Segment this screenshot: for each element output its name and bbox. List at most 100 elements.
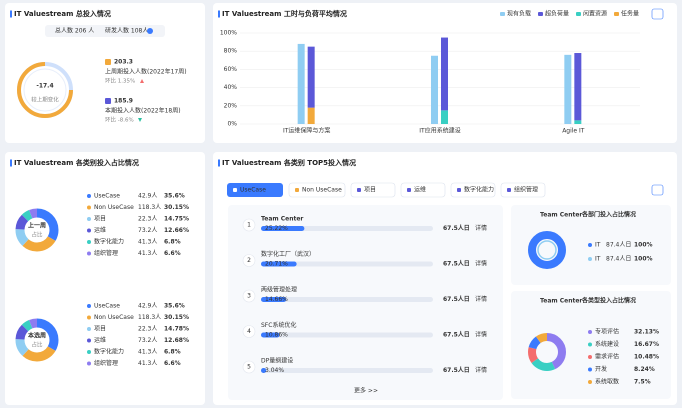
item-link[interactable]: 详情: [475, 331, 487, 339]
bar-track: [261, 297, 433, 302]
y-tick-label: 40%: [224, 84, 238, 91]
export-button[interactable]: [651, 8, 664, 20]
title-bar: [10, 10, 12, 18]
panel-title: IT Valuestream 工时与负荷平均情况: [222, 9, 347, 18]
legend-share: 6.6%: [164, 250, 181, 257]
title-bar: [10, 159, 12, 167]
legend-amount: 22.3人: [138, 216, 157, 223]
item-link[interactable]: 详情: [475, 295, 487, 303]
tab-icon: [357, 188, 361, 192]
legend-label: 任务量: [621, 10, 639, 18]
item-name: DP量纲建设: [261, 357, 293, 365]
item-link[interactable]: 详情: [475, 224, 487, 232]
legend-share: 8.24%: [634, 366, 655, 373]
legend-dot: [87, 315, 91, 320]
tab-label: UseCase: [240, 187, 266, 194]
legend-share: 12.68%: [164, 337, 189, 344]
legend-share: 100%: [634, 256, 653, 263]
rank: 3: [247, 293, 251, 300]
legend-amount: 118.3人: [138, 204, 161, 211]
legend-share: 100%: [634, 242, 653, 249]
tab-label: 项目: [364, 187, 376, 194]
donut-segment: [15, 208, 59, 252]
x-tick-label: IT应用系统建设: [419, 127, 460, 135]
rank: 1: [247, 222, 251, 229]
gauge-arc: [17, 62, 73, 118]
legend-name: 运维: [94, 336, 106, 344]
legend-label: 超负荷量: [545, 10, 569, 18]
donut-segment: [15, 318, 59, 362]
value-icon: [105, 59, 111, 65]
rank-badge: [242, 325, 256, 338]
overview-value: 185.9: [114, 98, 133, 105]
value-icon: [105, 98, 111, 104]
bar-track: [261, 368, 433, 373]
sub-title: 各类型投入占比情况: [581, 297, 636, 305]
legend-swatch: [576, 12, 581, 16]
item-name: 两级管理处理: [261, 286, 297, 294]
tab-icon: [407, 188, 411, 192]
bar: [431, 55, 438, 124]
tab[interactable]: [288, 182, 346, 198]
legend-dot: [87, 338, 91, 343]
legend-dot: [87, 194, 91, 198]
item-amount: 67.5人日: [443, 260, 470, 268]
tab-label: 组织管理: [514, 186, 538, 194]
tab-icon: [457, 188, 461, 192]
legend-dot: [87, 228, 91, 233]
legend-name: 开发: [595, 365, 607, 373]
change-label: 较上期变化: [31, 96, 59, 104]
item-link[interactable]: 详情: [475, 260, 487, 268]
item-amount: 67.5人日: [443, 224, 470, 232]
legend-name: IT: [595, 256, 601, 263]
legend-name: 数字化能力: [94, 238, 124, 246]
bar: [261, 261, 297, 267]
legend-name: Non UseCase: [94, 314, 134, 321]
bar-label: 10.86%: [265, 332, 288, 339]
donut-segment: [528, 231, 566, 269]
legend-dot: [87, 217, 91, 221]
legend-amount: 42.9人: [138, 303, 157, 310]
legend-dot: [87, 361, 91, 366]
sub-title-highlight: Team Center: [540, 298, 582, 305]
trend-arrow: [138, 118, 142, 122]
legend-share: 12.66%: [164, 227, 189, 234]
legend-name: 数字化能力: [94, 348, 124, 356]
tab[interactable]: [350, 182, 396, 198]
more-link[interactable]: 更多 >>: [354, 387, 378, 395]
bar-segment: [441, 37, 448, 111]
tab-icon: [295, 188, 299, 192]
export-button[interactable]: [651, 184, 664, 196]
overview-trend: 环比 -8.6%: [105, 116, 134, 124]
y-tick-label: 100%: [220, 30, 237, 37]
tab[interactable]: [450, 182, 496, 198]
item-link[interactable]: 详情: [475, 366, 487, 374]
legend-name: IT: [595, 242, 601, 249]
legend-amount: 41.3人: [138, 349, 157, 356]
donut-segment: [15, 208, 59, 252]
legend-amount: 87.4人日: [606, 256, 631, 263]
rank-badge: [242, 360, 256, 374]
tab[interactable]: [500, 182, 546, 198]
legend-share: 7.5%: [634, 379, 651, 386]
tab[interactable]: [400, 182, 446, 198]
rank: 5: [247, 364, 251, 371]
legend-dot: [588, 380, 592, 384]
legend-share: 35.6%: [164, 303, 185, 310]
tab-icon: [507, 188, 511, 192]
legend-share: 10.48%: [634, 354, 659, 361]
y-tick-label: 80%: [224, 48, 238, 55]
tab[interactable]: [227, 183, 283, 197]
legend-amount: 22.3人: [138, 326, 157, 333]
overview-value: 203.3: [114, 59, 133, 66]
tab-label: Non UseCase: [302, 187, 342, 194]
bar-track: [261, 261, 433, 267]
bar-segment: [441, 110, 448, 124]
x-tick-label: Agile IT: [562, 128, 585, 135]
bar-segment: [307, 107, 315, 124]
bar-segment: [307, 46, 315, 108]
legend-dot: [588, 257, 592, 261]
legend-name: Non UseCase: [94, 204, 134, 211]
bar-segment: [574, 120, 582, 124]
